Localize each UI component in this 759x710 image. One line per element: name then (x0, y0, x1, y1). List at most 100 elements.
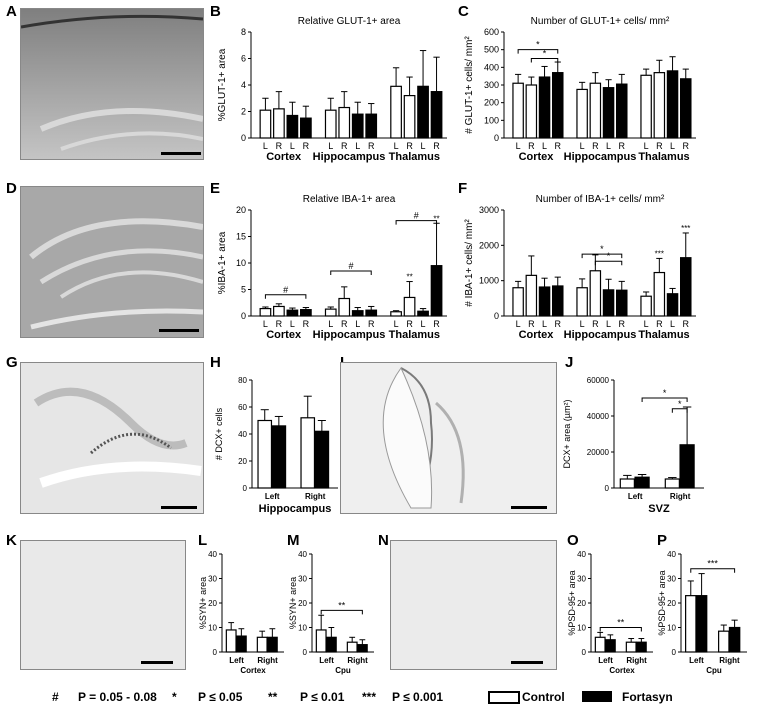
y-tick-label: 20 (236, 205, 246, 215)
panel-letter-f: F (458, 180, 468, 197)
panel-letter-c: C (458, 3, 469, 20)
y-tick-label: 200 (484, 98, 499, 108)
bar (538, 286, 551, 317)
y-tick-label: 60 (238, 403, 247, 412)
panel-letter-e: E (210, 180, 221, 197)
legend-text-hash: P = 0.05 - 0.08 (78, 690, 157, 704)
micrograph-psd95-svg (391, 541, 556, 669)
legend-fortasyn-label: Fortasyn (622, 690, 673, 704)
y-tick-label: 20 (238, 457, 247, 466)
bar-x-label: L (542, 141, 547, 151)
bar-x-label: L (516, 319, 521, 329)
sig-bracket (320, 609, 363, 615)
bar (325, 636, 337, 653)
bar (286, 309, 299, 317)
y-tick-label: 1000 (479, 276, 499, 286)
xgroup-label: Left (265, 492, 280, 501)
bar-x-label: L (394, 141, 399, 151)
bar (346, 641, 358, 653)
sig-label: * (543, 49, 547, 59)
y-axis-label: %SYN+ area (198, 577, 208, 629)
panel-letter-h: H (210, 354, 221, 371)
y-tick-label: 5 (241, 285, 246, 295)
y-tick-label: 40 (667, 550, 676, 559)
panel-letter-g: G (6, 354, 18, 371)
bar (653, 271, 666, 317)
bar (576, 88, 588, 139)
bar-x-label: R (656, 319, 663, 329)
bar-x-label: R (303, 141, 310, 151)
bar (679, 257, 692, 317)
bar (634, 476, 650, 489)
y-tick-label: 10 (577, 624, 586, 633)
bar-x-label: L (421, 319, 426, 329)
bar-x-label: L (644, 141, 649, 151)
micrograph-dcx-hippocampus (20, 362, 204, 514)
micrograph-dcx-svz (340, 362, 557, 514)
bar (338, 106, 351, 139)
y-tick-label: 100 (484, 115, 499, 125)
bar-x-label: R (341, 319, 348, 329)
bar-x-label: L (263, 319, 268, 329)
bar-x-label: L (670, 141, 675, 151)
legend-symbol-2star: ** (268, 690, 278, 704)
xgroup-label: Left (689, 656, 704, 665)
bar (315, 629, 327, 653)
xgroup-label: Right (257, 656, 278, 665)
chart-glut1-area: Relative GLUT-1+ area 0 2 4 6 8 %GLUT-1+ area L… (217, 16, 447, 163)
panel-letter-a: A (6, 3, 17, 20)
y-tick-label: 6 (241, 54, 246, 64)
panel-letter-b: B (210, 3, 221, 20)
chart-title: Relative IBA-1+ area (303, 194, 396, 205)
legend-text-3star: P ≤ 0.001 (392, 690, 444, 704)
bar-x-label: L (516, 141, 521, 151)
bar (635, 641, 647, 653)
bar (271, 425, 287, 489)
y-tick-label: 300 (484, 80, 499, 90)
bar-x-label: L (328, 141, 333, 151)
y-tick-label: 3000 (479, 205, 499, 215)
bar (728, 626, 741, 653)
sig-bracket (264, 294, 307, 299)
y-tick-label: 8 (241, 27, 246, 37)
sig-bracket (641, 397, 688, 402)
xgroup-label: Right (305, 492, 326, 501)
sig-label: * (663, 388, 667, 398)
bar-x-label: R (303, 319, 310, 329)
bar (538, 76, 551, 139)
group-label: Hippocampus (313, 329, 386, 341)
bar-x-label: L (290, 319, 295, 329)
panel-letter-j: J (565, 354, 574, 371)
bar (430, 91, 443, 139)
bar (653, 72, 666, 139)
sig-bracket (330, 270, 372, 275)
legend-control-swatch (488, 691, 520, 704)
bar (625, 641, 637, 653)
y-tick-label: 40000 (587, 412, 610, 421)
bar-x-label: L (580, 141, 585, 151)
bar (695, 595, 708, 653)
legend-symbol-star: * (172, 690, 177, 704)
bar-x-label: R (433, 319, 440, 329)
bar-x-label: R (592, 319, 599, 329)
bar-x-label: R (406, 319, 413, 329)
y-axis-label: %IBA-1+ area (217, 231, 228, 294)
micrograph-glut1-cortex (20, 8, 204, 160)
y-tick-label: 80 (238, 376, 247, 385)
bar (356, 644, 368, 653)
bar (365, 309, 378, 317)
bar (338, 297, 351, 317)
y-axis-label: # GLUT-1+ cells/ mm² (464, 36, 475, 134)
xgroup-label: Right (347, 656, 368, 665)
micrograph-psd95 (390, 540, 557, 670)
y-tick-label: 0 (672, 648, 677, 657)
y-tick-label: 4 (241, 80, 246, 90)
bar-x-label: R (555, 319, 562, 329)
y-tick-label: 0 (582, 648, 587, 657)
figure-legend: # P = 0.05 - 0.08 * P ≤ 0.05 ** P ≤ 0.01… (0, 684, 759, 710)
panel-letter-n: N (378, 532, 389, 549)
bar-sig-label: *** (655, 249, 664, 258)
